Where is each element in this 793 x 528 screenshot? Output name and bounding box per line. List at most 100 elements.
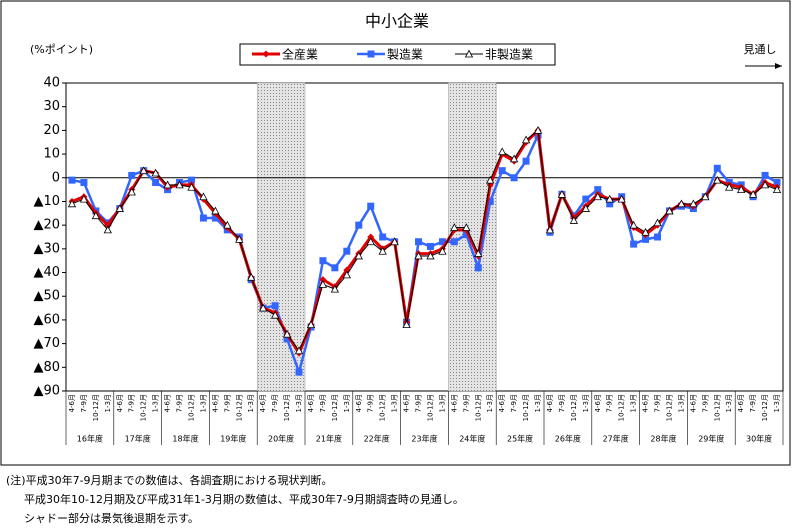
x-tick-label: 4-6月 bbox=[689, 394, 697, 412]
marker bbox=[450, 223, 459, 231]
marker bbox=[641, 227, 650, 236]
marker bbox=[606, 200, 614, 208]
x-tick-label: 1-3月 bbox=[486, 394, 494, 412]
marker bbox=[713, 164, 721, 172]
marker bbox=[319, 257, 327, 265]
marker bbox=[319, 276, 327, 284]
marker bbox=[68, 176, 76, 184]
x-tick-label: 7-9月 bbox=[701, 394, 709, 412]
chart-border bbox=[0, 0, 791, 466]
x-tick-label: 1-3月 bbox=[677, 394, 685, 412]
marker bbox=[498, 167, 506, 175]
marker bbox=[354, 251, 363, 260]
marker bbox=[581, 204, 590, 212]
y-tick-label: ▲30 bbox=[33, 241, 60, 256]
x-tick-label: 4-6月 bbox=[307, 394, 315, 412]
marker bbox=[331, 264, 339, 272]
group-label: 22年度 bbox=[364, 434, 390, 444]
y-tick-label: ▲50 bbox=[33, 289, 60, 304]
marker bbox=[486, 197, 494, 205]
x-tick-label: 10-12月 bbox=[618, 394, 626, 421]
marker bbox=[545, 225, 555, 234]
marker bbox=[103, 225, 112, 234]
marker bbox=[665, 206, 674, 215]
marker bbox=[474, 264, 482, 272]
y-axis-label: (%ポイント) bbox=[30, 43, 93, 56]
marker bbox=[654, 233, 662, 241]
marker bbox=[343, 247, 351, 255]
marker bbox=[152, 179, 160, 187]
marker bbox=[366, 237, 375, 246]
notes: (注)平成30年7-9月期までの数値は、各調査期における現状判断。 平成30年1… bbox=[6, 473, 464, 525]
group-label: 21年度 bbox=[316, 434, 342, 444]
x-tick-label: 7-9月 bbox=[223, 394, 231, 412]
x-tick-label: 1-3月 bbox=[534, 394, 542, 412]
marker bbox=[294, 346, 304, 355]
x-tick-label: 10-12月 bbox=[570, 394, 578, 421]
x-tick-label: 1-3月 bbox=[391, 394, 399, 412]
marker bbox=[510, 174, 518, 182]
x-tick-label: 1-3月 bbox=[725, 394, 733, 412]
marker bbox=[414, 251, 423, 260]
marker bbox=[187, 176, 195, 184]
marker bbox=[378, 246, 387, 255]
note: シャドー部分は景気後退期を示す。 bbox=[24, 511, 199, 525]
marker bbox=[282, 329, 292, 338]
marker bbox=[760, 180, 770, 189]
marker bbox=[211, 214, 219, 222]
marker bbox=[139, 166, 148, 175]
y-tick-label: 30 bbox=[43, 99, 60, 114]
marker bbox=[211, 206, 220, 215]
x-tick-label: 4-6月 bbox=[737, 394, 745, 412]
marker bbox=[259, 303, 268, 312]
group-label: 29年度 bbox=[698, 434, 724, 444]
legend-marker bbox=[464, 49, 474, 58]
marker bbox=[748, 190, 758, 198]
marker bbox=[605, 194, 614, 203]
group-label: 24年度 bbox=[459, 434, 485, 444]
marker bbox=[677, 199, 686, 208]
marker bbox=[270, 310, 280, 319]
group-label: 23年度 bbox=[411, 434, 437, 444]
y-tick-label: ▲70 bbox=[33, 336, 60, 351]
marker bbox=[689, 199, 698, 208]
legend-label: 非製造業 bbox=[485, 48, 533, 62]
forecast-label: 見通し bbox=[744, 43, 777, 56]
marker bbox=[247, 272, 256, 281]
x-tick-label: 7-9月 bbox=[749, 394, 757, 412]
marker bbox=[199, 192, 208, 201]
marker bbox=[199, 214, 207, 222]
group-label: 30年度 bbox=[746, 434, 772, 444]
x-tick-label: 7-9月 bbox=[558, 394, 566, 412]
marker bbox=[462, 231, 470, 239]
marker bbox=[426, 242, 434, 250]
marker bbox=[713, 175, 722, 184]
marker bbox=[653, 218, 662, 227]
group-label: 25年度 bbox=[507, 434, 533, 444]
y-tick-label: ▲40 bbox=[33, 265, 60, 280]
marker bbox=[593, 192, 602, 201]
note: (注)平成30年7-9月期までの数値は、各調査期における現状判断。 bbox=[6, 473, 333, 487]
x-tick-label: 4-6月 bbox=[594, 394, 602, 412]
x-tick-label: 1-3月 bbox=[582, 394, 590, 412]
marker bbox=[509, 154, 519, 163]
x-tick-label: 1-3月 bbox=[438, 394, 446, 412]
x-tick-label: 10-12月 bbox=[474, 394, 482, 421]
marker bbox=[438, 246, 447, 255]
chart-title: 中小企業 bbox=[365, 12, 429, 31]
y-tick-label: 0 bbox=[52, 170, 60, 185]
group-label: 16年度 bbox=[77, 434, 103, 444]
marker bbox=[498, 147, 507, 156]
group-label: 17年度 bbox=[125, 434, 151, 444]
x-tick-label: 10-12月 bbox=[331, 394, 339, 421]
x-tick-label: 4-6月 bbox=[211, 394, 219, 412]
marker bbox=[725, 182, 734, 191]
x-tick-label: 10-12月 bbox=[426, 394, 434, 421]
group-label: 20年度 bbox=[268, 434, 294, 444]
group-label: 27年度 bbox=[603, 434, 629, 444]
x-tick-label: 7-9月 bbox=[128, 394, 136, 412]
marker bbox=[79, 194, 89, 203]
x-tick-label: 4-6月 bbox=[546, 394, 554, 412]
marker bbox=[450, 238, 458, 246]
